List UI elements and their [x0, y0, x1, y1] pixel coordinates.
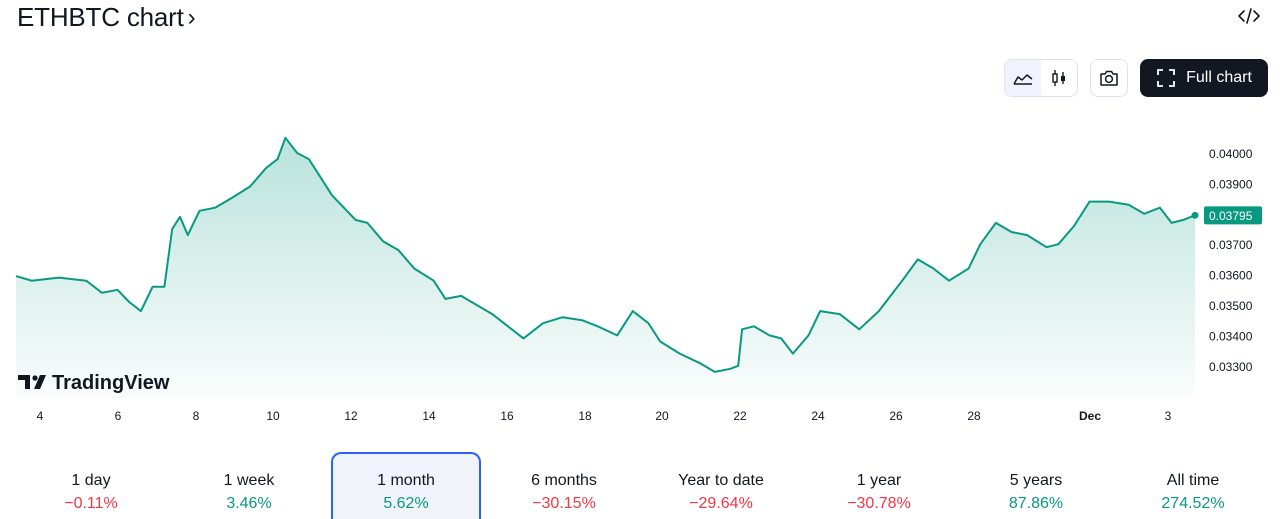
x-tick-label: 16 [500, 409, 514, 423]
period-label: All time [1166, 472, 1220, 489]
period-5-years[interactable]: 5 years 87.86% [961, 452, 1111, 519]
x-tick-label: 4 [37, 409, 44, 423]
y-tick-label: 0.03900 [1209, 177, 1253, 191]
last-price-badge [1204, 206, 1262, 225]
x-tick-label: 18 [578, 409, 592, 423]
period-change: −30.78% [847, 495, 911, 512]
x-tick-label: 28 [967, 409, 981, 423]
period-6-months[interactable]: 6 months −30.15% [489, 452, 639, 519]
code-icon[interactable] [1236, 4, 1262, 28]
candlestick-icon [1052, 70, 1065, 86]
x-tick-label: 20 [655, 409, 669, 423]
period-label: 1 year [856, 472, 902, 489]
period-1-year[interactable]: 1 year −30.78% [804, 452, 954, 519]
full-chart-button[interactable]: Full chart [1140, 59, 1268, 97]
period-change: −0.11% [64, 495, 118, 512]
period-change: −29.64% [689, 495, 753, 512]
tradingview-wordmark: TradingView [52, 372, 170, 394]
x-tick-label: 6 [115, 409, 122, 423]
period-label: 5 years [1009, 472, 1063, 489]
price-chart-svg: 0.040000.039000.038000.037000.036000.035… [15, 136, 1262, 423]
snapshot-button[interactable] [1090, 59, 1128, 97]
full-chart-label: Full chart [1186, 69, 1252, 86]
x-tick-label: 26 [889, 409, 903, 423]
page-title[interactable]: ETHBTC chart › [17, 2, 196, 33]
last-price-dot [1191, 211, 1199, 219]
period-year-to-date[interactable]: Year to date −29.64% [646, 452, 796, 519]
area-chart-icon [1013, 74, 1033, 85]
price-chart[interactable]: 0.040000.039000.038000.037000.036000.035… [0, 100, 1280, 440]
period-change: 5.62% [383, 495, 429, 512]
chart-style-toggle [1004, 59, 1078, 97]
price-area-fill [16, 137, 1195, 399]
chevron-right-icon: › [187, 3, 196, 31]
x-tick-label: Dec [1079, 409, 1101, 423]
period-all-time[interactable]: All time 274.52% [1118, 452, 1268, 519]
y-tick-label: 0.03600 [1209, 269, 1253, 283]
x-tick-label: 8 [193, 409, 200, 423]
y-tick-label: 0.03300 [1209, 360, 1253, 374]
x-tick-label: 14 [422, 409, 436, 423]
period-change: −30.15% [532, 495, 596, 512]
fullscreen-icon [1157, 69, 1175, 87]
period-change: 274.52% [1161, 495, 1225, 512]
candles-chart-button[interactable] [1041, 60, 1077, 96]
x-tick-label: 3 [1165, 409, 1172, 423]
camera-icon [1100, 70, 1118, 86]
period-label: 1 month [377, 472, 435, 489]
tradingview-logo: TradingView [18, 372, 170, 394]
period-label: Year to date [678, 472, 764, 489]
period-1-week[interactable]: 1 week 3.46% [174, 452, 324, 519]
period-change: 87.86% [1008, 495, 1064, 512]
y-tick-label: 0.03400 [1209, 329, 1253, 343]
x-tick-label: 10 [266, 409, 280, 423]
y-tick-label: 0.04000 [1209, 147, 1253, 161]
period-label: 1 week [223, 472, 275, 489]
x-tick-label: 24 [811, 409, 825, 423]
period-1-day[interactable]: 1 day −0.11% [16, 452, 166, 519]
title-text: ETHBTC chart [17, 2, 184, 32]
x-tick-label: 12 [344, 409, 358, 423]
period-label: 6 months [531, 472, 597, 489]
y-tick-label: 0.03700 [1209, 238, 1253, 252]
last-price-label: 0.03795 [1209, 209, 1253, 223]
period-selector: 1 day −0.11% 1 week 3.46% 1 month 5.62% 6 mont… [0, 452, 1280, 519]
period-label: 1 day [71, 472, 111, 489]
period-change: 3.46% [226, 495, 272, 512]
period-1-month[interactable]: 1 month 5.62% [331, 452, 481, 519]
price-line [15, 136, 1196, 373]
x-tick-label: 22 [733, 409, 747, 423]
y-tick-label: 0.03500 [1209, 299, 1253, 313]
area-chart-button[interactable] [1005, 60, 1041, 96]
